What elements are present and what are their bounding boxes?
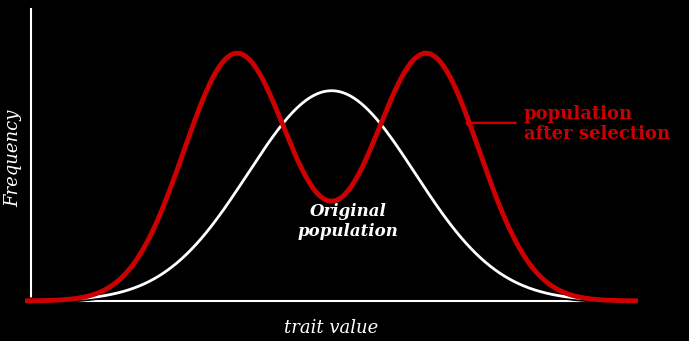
Text: population: population: [524, 105, 633, 123]
Text: Original
population: Original population: [298, 204, 399, 240]
X-axis label: trait value: trait value: [285, 319, 379, 337]
Y-axis label: Frequency: Frequency: [4, 110, 22, 207]
Text: after selection: after selection: [524, 125, 670, 143]
